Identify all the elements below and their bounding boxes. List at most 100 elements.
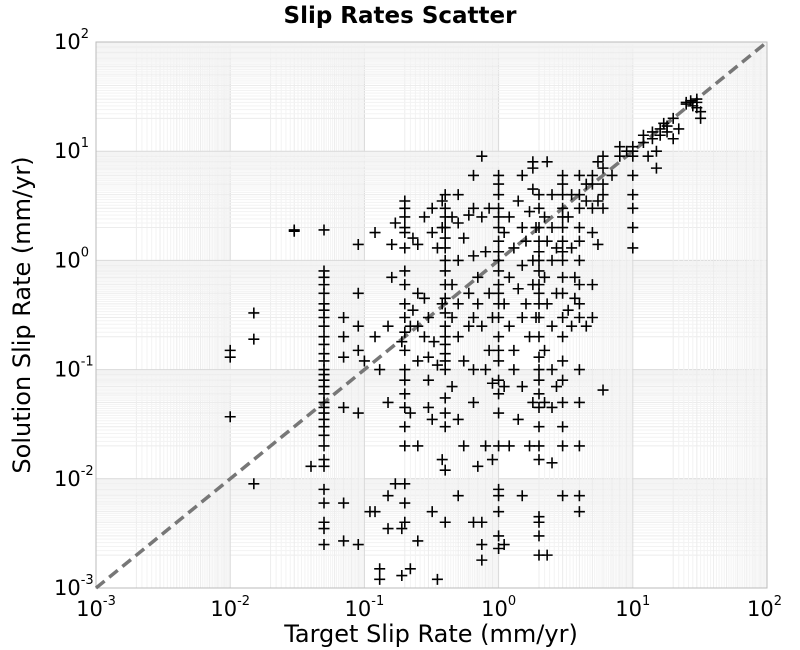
data-point [426,413,438,425]
data-point [498,539,510,551]
data-point [382,320,394,332]
chart-title: Slip Rates Scatter [284,3,518,29]
data-point [399,516,411,528]
data-point [498,298,510,310]
data-point [533,364,545,376]
data-point [352,287,364,299]
data-point [592,238,604,250]
data-point [557,331,569,343]
data-point [646,133,658,145]
data-point [573,311,585,323]
data-point [476,516,488,528]
data-point [467,169,479,181]
x-tick-label: 10-1 [345,594,385,621]
data-point [467,311,479,323]
data-point [476,211,488,223]
x-tick-label: 102 [747,594,782,621]
data-point [480,246,492,258]
data-point [493,530,505,542]
data-point [318,440,330,452]
data-point [493,355,505,367]
data-point [524,206,536,218]
data-point [399,298,411,310]
data-point [476,320,488,332]
data-point [493,344,505,356]
data-point [439,320,451,332]
data-point [446,211,458,223]
data-point [493,265,505,277]
data-point [352,539,364,551]
data-point [452,413,464,425]
data-point [476,554,488,566]
data-point [399,242,411,254]
data-point [399,440,411,452]
data-point [493,211,505,223]
data-point [533,401,545,413]
data-point [439,421,451,433]
data-point [476,150,488,162]
data-point [503,440,515,452]
data-point [407,304,419,316]
data-point [516,259,528,271]
data-point [352,344,364,356]
data-point [586,227,598,239]
data-point [248,333,260,345]
data-point [458,355,470,367]
data-point [439,307,451,319]
data-point [573,222,585,234]
x-tick-label: 101 [615,594,650,621]
data-point [533,421,545,433]
data-point [399,326,411,338]
data-point [512,413,524,425]
data-point [533,265,545,277]
data-point [557,355,569,367]
data-point [546,189,558,201]
data-point [614,150,626,162]
data-point [573,506,585,518]
data-point [573,440,585,452]
y-tick-label: 10-1 [54,355,94,382]
data-point [463,320,475,332]
x-axis-label: Target Slip Rate (mm/yr) [283,620,578,648]
data-point [374,573,386,585]
data-point [557,421,569,433]
data-point [382,523,394,535]
data-point [586,202,598,214]
data-point [685,95,697,107]
data-point [533,222,545,234]
data-point [412,355,424,367]
data-point [358,355,370,367]
data-point [467,396,479,408]
data-point [650,162,662,174]
data-point [539,396,551,408]
data-point [412,320,424,332]
data-point [573,235,585,247]
data-point [374,364,386,376]
data-point [493,506,505,518]
data-point [318,497,330,509]
y-tick-label: 10-2 [54,464,94,491]
data-point [418,211,430,223]
data-point [557,271,569,283]
data-point [550,242,562,254]
data-point [597,189,609,201]
data-point [472,298,484,310]
data-point [533,311,545,323]
data-point [527,396,539,408]
data-point [597,202,609,214]
data-point [586,279,598,291]
data-point [569,271,581,283]
data-point [592,156,604,168]
data-point [667,133,679,145]
data-point [426,202,438,214]
x-tick-label: 100 [481,594,516,621]
data-point [480,364,492,376]
data-point [573,202,585,214]
data-point [399,421,411,433]
data-point [642,150,654,162]
data-point [399,401,411,413]
data-point [493,407,505,419]
reference-line [94,40,769,590]
y-axis-label: Solution Slip Rate (mm/yr) [8,156,36,473]
data-point [557,490,569,502]
